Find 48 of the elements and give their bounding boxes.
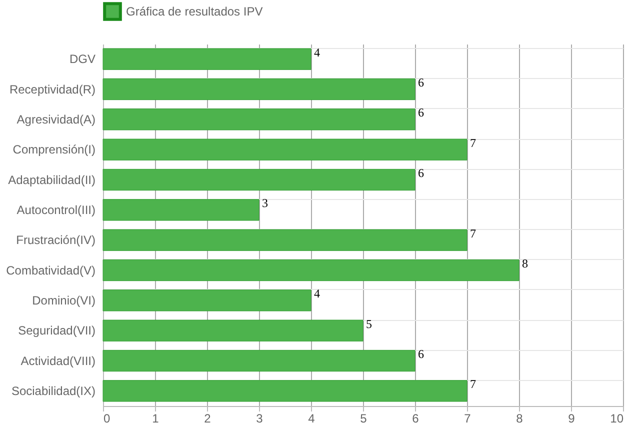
bar	[102, 168, 416, 191]
bar	[102, 320, 364, 342]
y-tick-label: Adaptabilidad(II)	[8, 172, 96, 187]
x-tick-label: 4	[308, 412, 316, 426]
y-tick-label: Comprensión(I)	[12, 142, 96, 157]
data-label: 4	[314, 286, 320, 301]
y-tick-label: Seguridad(VII)	[18, 324, 96, 338]
x-tick-label: 1	[152, 412, 160, 426]
bar	[102, 229, 468, 251]
data-label: 6	[418, 75, 424, 90]
data-label: 7	[470, 136, 476, 150]
bar	[102, 78, 416, 100]
data-label: 5	[366, 316, 372, 331]
x-tick-label: 7	[464, 412, 472, 426]
bar	[102, 138, 468, 160]
x-tick-label: 3	[256, 412, 264, 426]
data-label: 7	[470, 377, 476, 392]
y-tick-label: Combatividad(V)	[6, 263, 96, 278]
data-label: 6	[418, 346, 424, 361]
y-tick-label: Actividad(VIII)	[20, 354, 96, 368]
bar	[102, 48, 312, 70]
bar	[102, 199, 260, 221]
y-tick-label: Receptividad(R)	[9, 82, 96, 96]
x-tick-label: 10	[610, 412, 624, 426]
data-label: 6	[418, 106, 424, 120]
data-label: 3	[262, 196, 268, 210]
y-tick-label: Sociabilidad(IX)	[11, 384, 96, 398]
x-tick-label: 2	[204, 412, 212, 426]
y-tick-label: Frustración(IV)	[16, 233, 96, 248]
y-tick-label: Dominio(VI)	[32, 293, 96, 308]
data-label: 6	[418, 166, 424, 180]
data-label: 7	[470, 226, 476, 240]
x-tick-label: 5	[360, 412, 368, 426]
x-tick-label: 0	[104, 412, 110, 426]
x-tick-label: 6	[412, 412, 420, 426]
data-label: 8	[522, 256, 528, 270]
bar	[102, 108, 416, 130]
bar	[102, 380, 468, 402]
bar	[102, 259, 520, 282]
y-tick-label: Agresividad(A)	[16, 112, 96, 126]
data-label: 4	[314, 45, 320, 60]
y-tick-label: DGV	[69, 52, 96, 66]
y-tick-label: Autocontrol(III)	[16, 202, 96, 217]
bar	[102, 350, 416, 372]
x-tick-label: 8	[516, 412, 524, 426]
bar	[102, 290, 312, 312]
legend-label: Gráfica de resultados IPV	[126, 4, 263, 18]
x-tick-label: 9	[568, 412, 576, 426]
